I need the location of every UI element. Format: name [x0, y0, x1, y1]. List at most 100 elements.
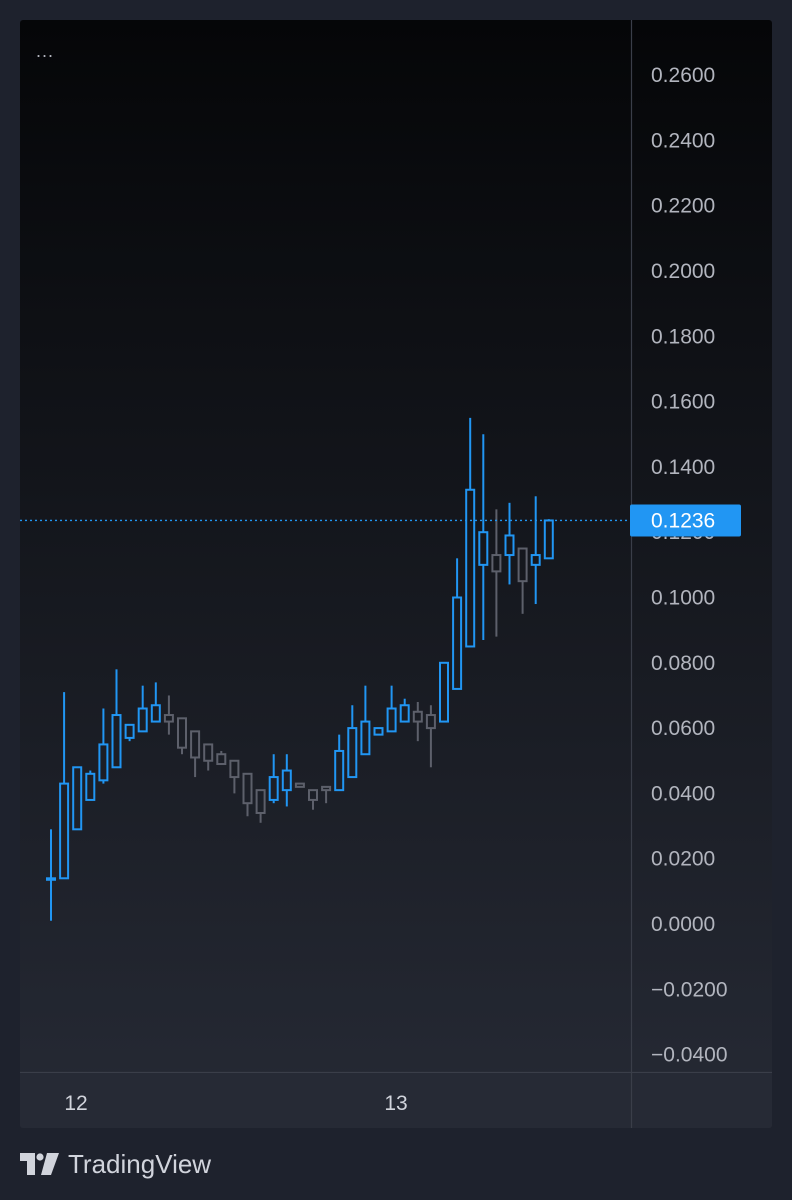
candle[interactable]: [439, 661, 449, 723]
time-tick-label: 12: [64, 1092, 87, 1115]
candle[interactable]: [59, 692, 70, 880]
candle-body: [242, 772, 253, 805]
more-options-button[interactable]: ...: [36, 41, 55, 61]
candle[interactable]: [530, 496, 541, 605]
candle[interactable]: [281, 754, 292, 807]
candle[interactable]: [242, 772, 253, 817]
candle-body: [334, 749, 345, 792]
candle[interactable]: [308, 789, 318, 810]
candle[interactable]: [85, 770, 96, 801]
candle-body: [294, 782, 305, 788]
candle[interactable]: [452, 558, 463, 690]
price-tick-label: 0.1800: [651, 325, 715, 348]
candle-body: [321, 785, 332, 792]
candle[interactable]: [255, 789, 266, 823]
candle[interactable]: [111, 669, 122, 769]
candle[interactable]: [177, 717, 187, 755]
candle-body: [229, 759, 240, 779]
candle[interactable]: [190, 730, 201, 778]
price-tick-label: 0.0800: [651, 652, 715, 675]
candle-body: [465, 488, 476, 648]
candle[interactable]: [137, 685, 148, 733]
candle[interactable]: [478, 434, 489, 640]
candle[interactable]: [46, 829, 56, 921]
candle[interactable]: [412, 701, 423, 742]
candle-body: [216, 753, 227, 766]
candle-body: [137, 707, 148, 733]
candle-body: [491, 554, 502, 573]
candle[interactable]: [203, 743, 214, 771]
tradingview-brand[interactable]: TradingView: [20, 1148, 211, 1180]
candle-body: [412, 710, 423, 723]
candle[interactable]: [150, 682, 161, 723]
price-tick-label: 0.0400: [651, 782, 715, 805]
price-tick-label: 0.1400: [651, 456, 715, 479]
candle-body: [268, 776, 279, 801]
price-tick-label: 0.0600: [651, 717, 715, 740]
candle-body: [373, 727, 384, 736]
price-tick-label: 0.2600: [651, 64, 715, 87]
time-tick-label: 13: [384, 1092, 407, 1115]
candle[interactable]: [268, 754, 279, 804]
time-axis[interactable]: 12 13: [64, 1092, 407, 1115]
price-tick-label: 0.1600: [651, 391, 715, 414]
candle-body: [203, 743, 214, 762]
candle-body: [255, 789, 266, 814]
candle[interactable]: [124, 723, 135, 742]
candles-series[interactable]: [46, 417, 554, 921]
candle-body: [281, 769, 292, 792]
candle[interactable]: [425, 705, 436, 768]
candle[interactable]: [491, 509, 502, 637]
candle-body: [543, 519, 554, 560]
candle-body: [517, 547, 528, 583]
brand-name: TradingView: [68, 1148, 212, 1179]
last-price-label: 0.1236: [630, 504, 741, 537]
chart-frame[interactable]: 0.2600 0.2400 0.2200 0.2000 0.1800 0.1600 0.14…: [20, 20, 772, 1128]
candle-body: [85, 772, 96, 801]
candle[interactable]: [373, 727, 384, 736]
chart-svg[interactable]: 0.2600 0.2400 0.2200 0.2000 0.1800 0.1600 0.14…: [20, 20, 772, 1128]
candle-body: [59, 782, 70, 880]
candle[interactable]: [360, 685, 371, 756]
price-tick-label: 0.0000: [651, 913, 715, 936]
candle[interactable]: [229, 759, 240, 794]
candle[interactable]: [163, 695, 174, 735]
candle-body: [150, 704, 161, 723]
candle-body: [98, 743, 109, 782]
candle[interactable]: [517, 547, 528, 614]
candle-body: [425, 714, 436, 730]
time-axis-band[interactable]: [20, 1073, 772, 1128]
candle-body: [439, 661, 449, 723]
candle[interactable]: [216, 750, 227, 766]
candle[interactable]: [504, 502, 515, 585]
candle[interactable]: [543, 519, 554, 560]
last-price-label-background: [630, 504, 741, 537]
last-price-label-text: 0.1236: [651, 509, 715, 532]
price-axis[interactable]: 0.2600 0.2400 0.2200 0.2000 0.1800 0.1600 0.14…: [651, 64, 728, 1067]
candle-body: [111, 714, 122, 769]
candle-body: [308, 789, 318, 801]
candle-body: [386, 707, 397, 733]
candle-body: [46, 877, 56, 881]
candle[interactable]: [465, 417, 476, 648]
candle-body: [190, 730, 201, 759]
candle-body: [452, 596, 463, 690]
candle[interactable]: [294, 782, 305, 788]
price-tick-label: 0.1000: [651, 587, 715, 610]
candle[interactable]: [399, 698, 410, 723]
candle-body: [478, 531, 489, 566]
candle[interactable]: [347, 705, 358, 779]
candle-body: [399, 704, 410, 723]
plot-background: [20, 20, 772, 1128]
candle[interactable]: [72, 766, 83, 831]
price-tick-label: 0.2000: [651, 260, 715, 283]
price-tick-label: −0.0200: [651, 978, 728, 1001]
candle[interactable]: [334, 734, 345, 792]
candle-body: [530, 554, 541, 566]
candle-body: [72, 766, 83, 831]
candle[interactable]: [386, 685, 397, 733]
candle[interactable]: [98, 708, 109, 784]
candle-body: [163, 714, 174, 723]
tradingview-logo-icon: [20, 1153, 59, 1175]
candle[interactable]: [321, 785, 332, 804]
